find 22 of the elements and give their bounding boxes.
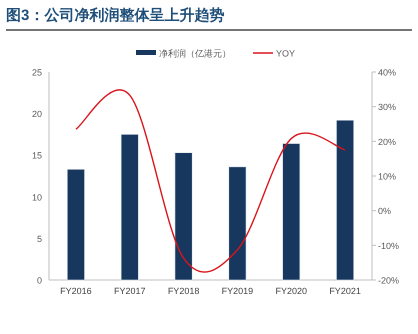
- y-tick-label: 15: [32, 150, 42, 161]
- y2-tick-label: -20%: [378, 276, 400, 286]
- x-tick-label: FY2019: [222, 286, 254, 296]
- x-tick-label: FY2016: [60, 286, 92, 296]
- y2-tick-label: 30%: [378, 102, 396, 112]
- y2-tick-label: 20%: [378, 136, 396, 147]
- x-tick-label: FY2017: [114, 286, 146, 296]
- y2-tick-label: 10%: [378, 172, 396, 182]
- y-tick-label: 25: [32, 68, 42, 78]
- y-tick-label: 5: [36, 234, 42, 244]
- x-tick-label: FY2020: [275, 286, 308, 296]
- legend-label: 净利润（亿港元）: [159, 48, 231, 58]
- y-tick-label: 0: [36, 276, 42, 286]
- y-tick-label: 20: [32, 109, 42, 120]
- legend-label: YOY: [276, 48, 296, 58]
- y-tick-label: 10: [32, 192, 42, 202]
- x-tick-label: FY2021: [329, 286, 361, 296]
- x-tick-label: FY2018: [168, 286, 200, 296]
- y2-tick-label: -10%: [378, 240, 400, 251]
- y2-tick-label: 40%: [378, 68, 396, 78]
- chart-title: 图3：公司净利润整体呈上升趋势: [6, 6, 224, 24]
- y2-tick-label: 0%: [378, 206, 392, 216]
